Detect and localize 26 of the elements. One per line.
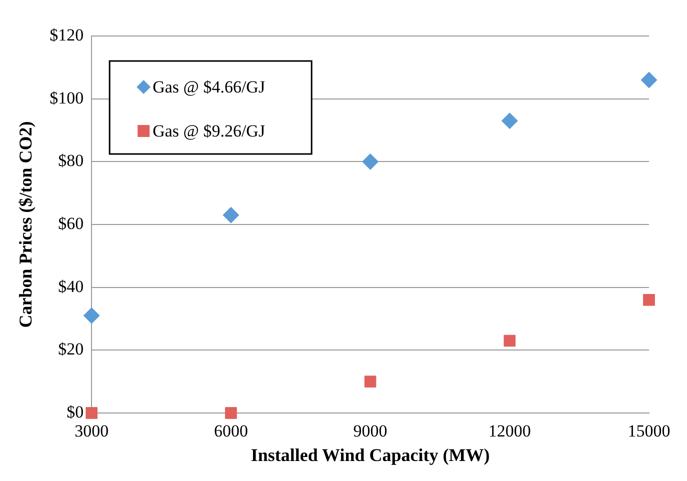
- point: [362, 153, 379, 170]
- point: [83, 307, 100, 324]
- y-tick-label: $60: [58, 214, 84, 233]
- point: [504, 334, 516, 347]
- y-tick-label: $80: [58, 151, 84, 170]
- point: [222, 206, 240, 224]
- y-tick-label: $120: [50, 25, 84, 44]
- point: [643, 294, 655, 306]
- x-axis-title: Installed Wind Capacity (MW): [250, 444, 490, 465]
- x-tick-label: 12000: [488, 422, 531, 441]
- legend-label: Gas @ $4.66/GJ: [152, 77, 266, 96]
- x-tick-label: 15000: [628, 422, 670, 441]
- y-tick-label: $0: [66, 402, 84, 422]
- y-axis-title: Carbon Prices ($/ton CO2): [15, 121, 36, 328]
- x-tick-label: 9000: [353, 422, 388, 441]
- x-tick-label: 3000: [74, 422, 109, 441]
- point: [225, 407, 237, 419]
- legend-label: Gas @ $9.26/GJ: [152, 121, 266, 140]
- y-tick-label: $40: [58, 276, 84, 296]
- point: [501, 112, 518, 130]
- point: [86, 407, 98, 419]
- y-tick-label: $20: [58, 340, 84, 359]
- y-tick-label: $100: [50, 88, 84, 108]
- x-tick-label: 6000: [214, 422, 248, 441]
- point: [640, 72, 658, 88]
- point: [364, 376, 376, 388]
